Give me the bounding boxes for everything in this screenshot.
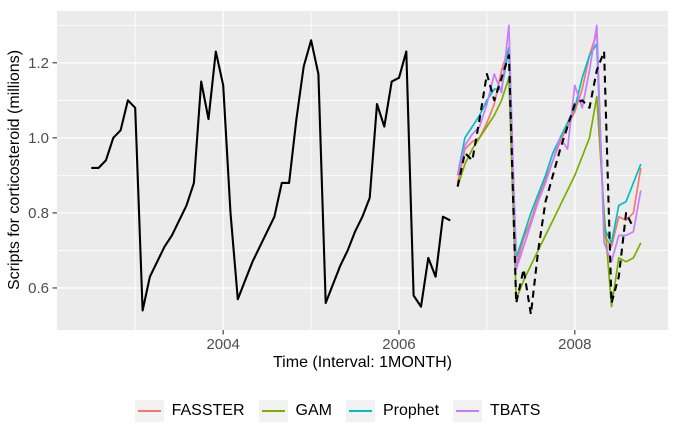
y-tick-label: 1.2 <box>28 55 49 72</box>
legend-key-line-icon <box>453 400 483 422</box>
y-tick-label: 0.6 <box>28 280 49 297</box>
series-line-observed <box>91 39 451 312</box>
legend-key-line-icon <box>345 400 375 422</box>
x-axis-title: Time (Interval: 1MONTH) <box>273 354 452 371</box>
legend-label: FASSTER <box>171 402 245 419</box>
legend-key-color <box>261 410 285 412</box>
legend: FASSTER GAM Prophet TBATS <box>0 400 675 422</box>
series-line-actual <box>456 50 635 316</box>
legend-key-color <box>456 410 480 412</box>
gridlines-minor <box>57 11 668 330</box>
tick-marks <box>52 62 576 335</box>
gridlines-major <box>57 11 668 330</box>
legend-key-line-icon <box>134 400 164 422</box>
series-lines <box>91 24 642 316</box>
y-tick-label: 1.0 <box>28 130 49 147</box>
series-line-gam <box>456 76 642 308</box>
legend-key-color <box>137 410 161 412</box>
panel-background <box>57 11 668 330</box>
y-tick-label: 0.8 <box>28 205 49 222</box>
legend-item-prophet: Prophet <box>345 400 440 422</box>
x-tick-label: 2004 <box>206 336 239 352</box>
legend-item-fasster: FASSTER <box>134 400 245 422</box>
legend-label: Prophet <box>382 402 440 419</box>
x-tick-label: 2006 <box>382 336 415 352</box>
plot-area: 0.6 0.8 1.0 1.2 2004 2006 2008 <box>28 11 668 352</box>
legend-label: GAM <box>295 402 332 419</box>
legend-item-gam: GAM <box>258 400 332 422</box>
legend-label: TBATS <box>490 402 541 419</box>
x-tick-label: 2008 <box>558 336 591 352</box>
legend-key-color <box>348 410 372 412</box>
legend-key-line-icon <box>258 400 288 422</box>
legend-item-tbats: TBATS <box>453 400 540 422</box>
